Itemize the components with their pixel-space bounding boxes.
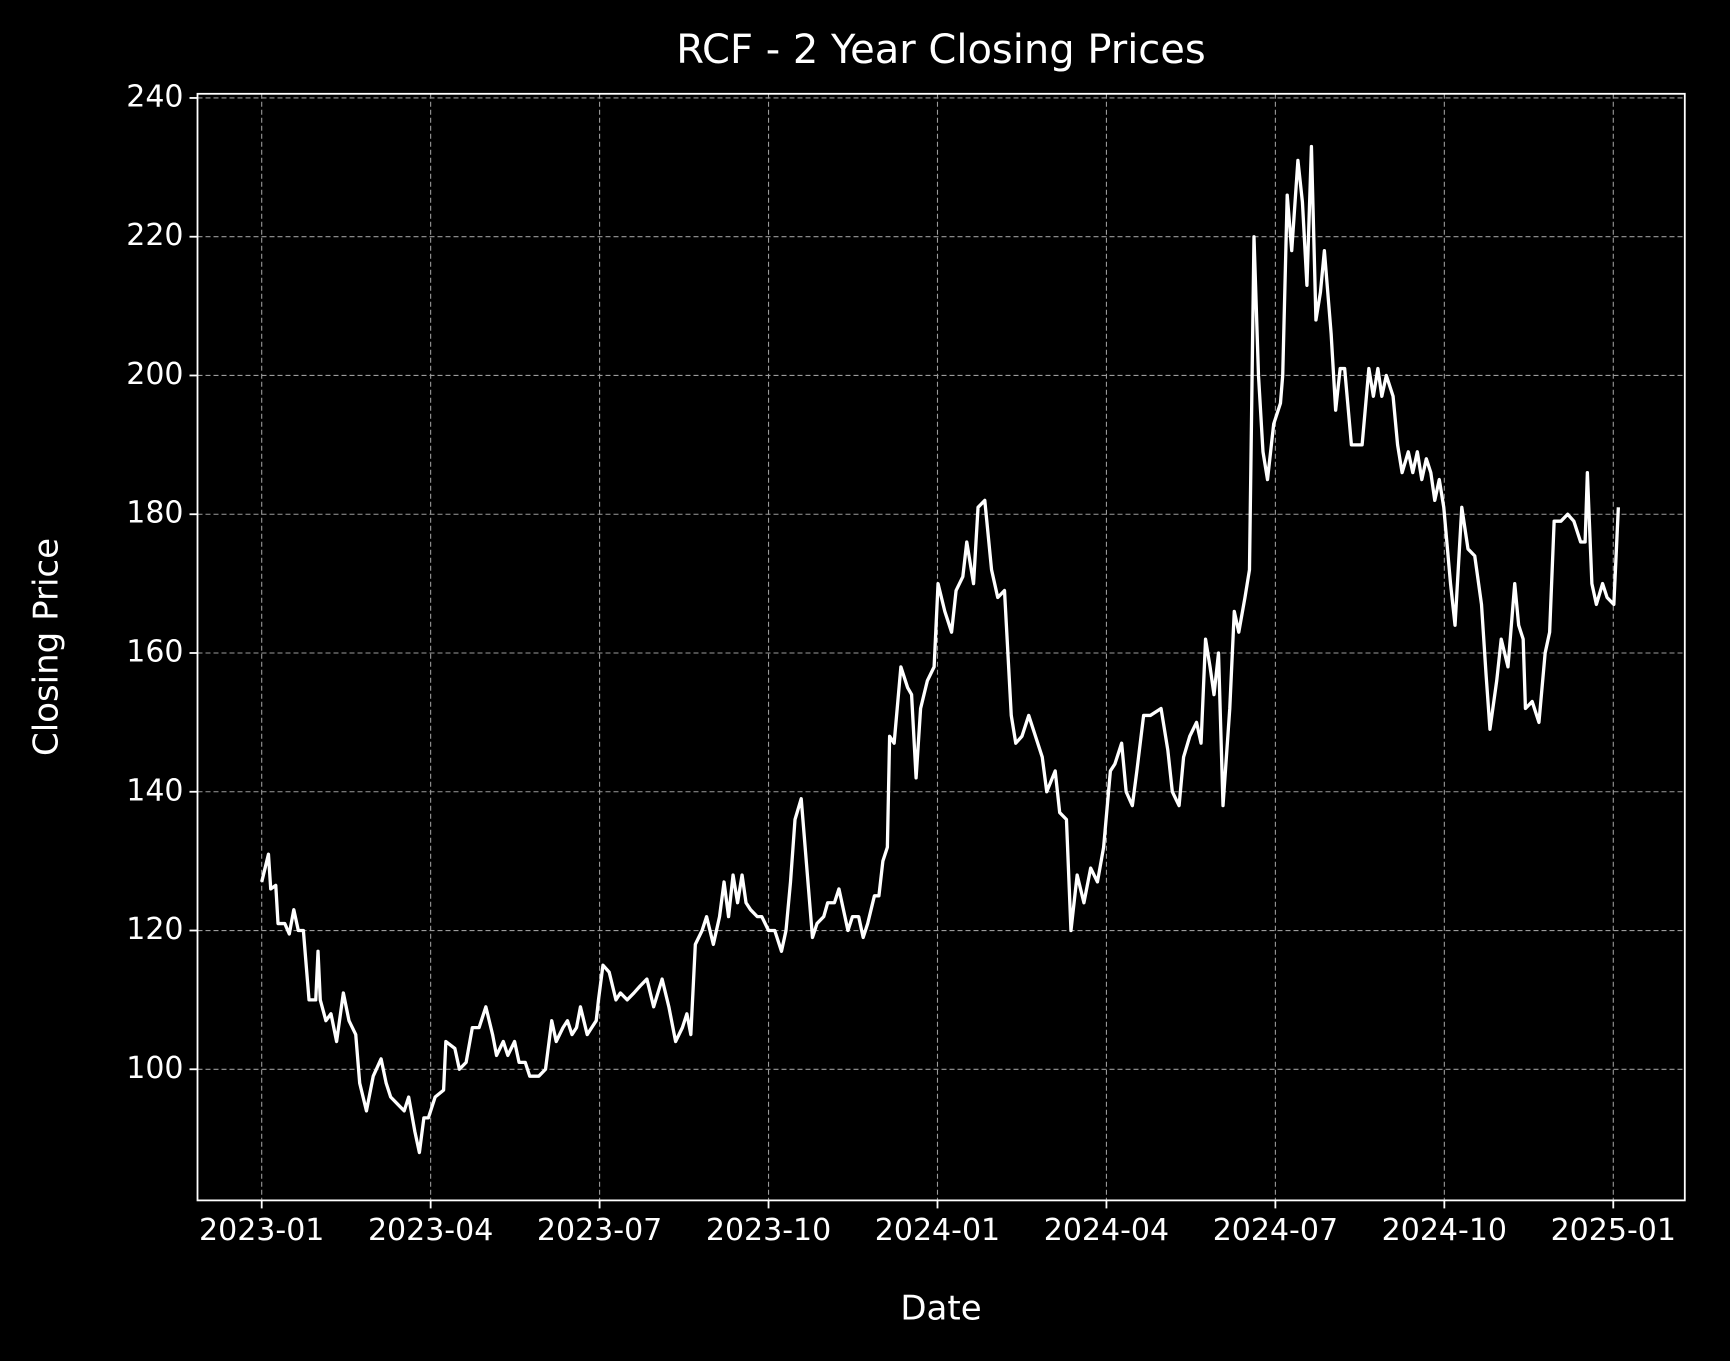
x-tick-label: 2024-10: [1382, 1213, 1507, 1248]
x-tick-label: 2023-10: [706, 1213, 831, 1248]
y-tick-label: 100: [126, 1051, 183, 1086]
plot-frame: [196, 92, 1686, 1202]
x-tick-label: 2023-07: [537, 1213, 662, 1248]
chart-title: RCF - 2 Year Closing Prices: [676, 27, 1206, 73]
y-tick-label: 240: [126, 79, 183, 114]
y-tick-label: 120: [126, 912, 183, 947]
x-tick-label: 2024-04: [1044, 1213, 1169, 1248]
x-tick-label: 2025-01: [1551, 1213, 1676, 1248]
x-tick-label: 2023-04: [368, 1213, 493, 1248]
x-axis-label: Date: [900, 1289, 981, 1329]
y-tick-label: 160: [126, 634, 183, 669]
x-tick-label: 2024-01: [875, 1213, 1000, 1248]
y-tick-label: 180: [126, 496, 183, 531]
x-tick-label: 2024-07: [1213, 1213, 1338, 1248]
x-tick-label: 2023-01: [199, 1213, 324, 1248]
y-tick-label: 220: [126, 218, 183, 253]
y-tick-label: 200: [126, 357, 183, 392]
price-line: [260, 144, 1620, 1155]
y-tick-label: 140: [126, 773, 183, 808]
y-axis-label: Closing Price: [27, 538, 67, 756]
